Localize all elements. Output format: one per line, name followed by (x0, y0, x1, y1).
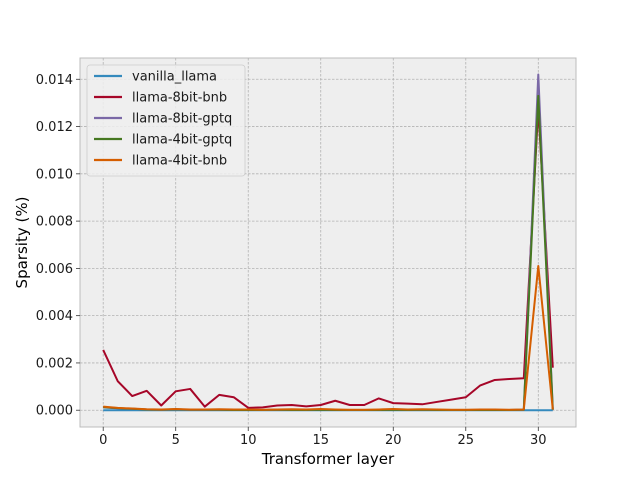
legend-box (86, 64, 246, 177)
legend-label: llama-8bit-gptq (132, 112, 232, 127)
y-tick-label: 0.008 (36, 215, 73, 230)
x-tick-label: 10 (240, 433, 257, 448)
x-tick-label: 25 (458, 433, 475, 448)
legend: vanilla_llama llama-8bit-bnb llama-8bit-gp… (86, 64, 246, 177)
x-axis-label: Transformer layer (261, 450, 395, 468)
y-tick-label: 0.012 (36, 120, 73, 135)
legend-label: llama-4bit-gptq (132, 133, 232, 148)
y-axis-label: Sparsity (%) (13, 197, 31, 289)
axis-ticks: 0 5 10 15 20 25 30 0.000 0.002 0.004 0.006 0.008 0.0… (36, 73, 547, 448)
y-tick-label: 0.006 (36, 262, 73, 277)
x-tick-label: 5 (172, 433, 180, 448)
y-tick-label: 0.010 (36, 167, 73, 182)
legend-label: llama-8bit-bnb (132, 91, 227, 106)
y-tick-label: 0.000 (36, 404, 73, 419)
x-tick-label: 30 (530, 433, 547, 448)
y-tick-label: 0.014 (36, 73, 73, 88)
series-lines (102, 73, 554, 412)
x-tick-label: 20 (385, 433, 402, 448)
y-tick-label: 0.002 (36, 356, 73, 371)
series-line-llama-8bit-bnb (102, 106, 554, 409)
x-tick-label: 15 (312, 433, 329, 448)
series-line-llama-4bit-bnb (103, 265, 554, 411)
legend-label: vanilla_llama (132, 70, 217, 85)
legend-label: llama-4bit-bnb (132, 154, 227, 169)
y-tick-label: 0.004 (36, 309, 73, 324)
x-tick-label: 0 (99, 433, 107, 448)
